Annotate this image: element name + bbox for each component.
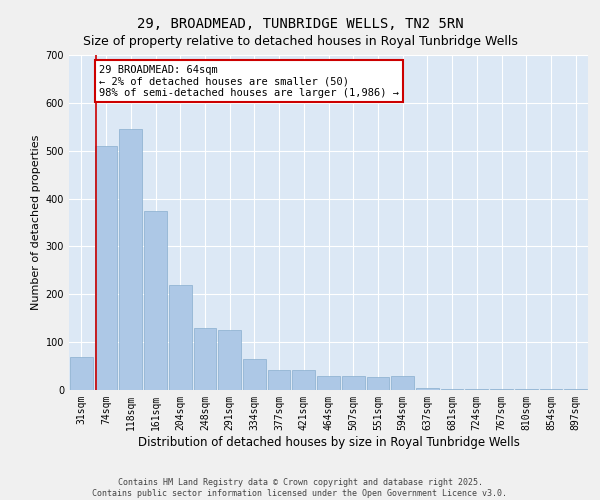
Bar xyxy=(268,370,290,390)
Bar xyxy=(416,388,439,390)
Bar xyxy=(539,389,562,390)
X-axis label: Distribution of detached houses by size in Royal Tunbridge Wells: Distribution of detached houses by size … xyxy=(137,436,520,448)
Bar xyxy=(490,389,513,390)
Bar xyxy=(70,356,93,390)
Bar xyxy=(194,328,216,390)
Text: Contains HM Land Registry data © Crown copyright and database right 2025.
Contai: Contains HM Land Registry data © Crown c… xyxy=(92,478,508,498)
Bar xyxy=(144,210,167,390)
Bar xyxy=(564,389,587,390)
Text: 29 BROADMEAD: 64sqm
← 2% of detached houses are smaller (50)
98% of semi-detache: 29 BROADMEAD: 64sqm ← 2% of detached hou… xyxy=(99,64,399,98)
Bar xyxy=(317,376,340,390)
Bar xyxy=(95,146,118,390)
Bar xyxy=(441,388,463,390)
Bar xyxy=(515,389,538,390)
Y-axis label: Number of detached properties: Number of detached properties xyxy=(31,135,41,310)
Bar xyxy=(466,388,488,390)
Text: 29, BROADMEAD, TUNBRIDGE WELLS, TN2 5RN: 29, BROADMEAD, TUNBRIDGE WELLS, TN2 5RN xyxy=(137,18,463,32)
Text: Size of property relative to detached houses in Royal Tunbridge Wells: Size of property relative to detached ho… xyxy=(83,35,517,48)
Bar xyxy=(292,370,315,390)
Bar xyxy=(218,330,241,390)
Bar xyxy=(342,376,365,390)
Bar xyxy=(391,376,414,390)
Bar xyxy=(169,284,191,390)
Bar xyxy=(119,129,142,390)
Bar xyxy=(367,376,389,390)
Bar xyxy=(243,359,266,390)
